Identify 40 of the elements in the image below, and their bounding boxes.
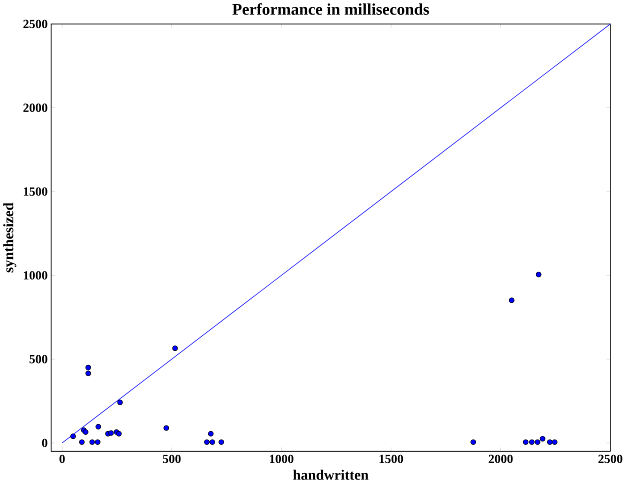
y-tick-label: 0	[42, 438, 48, 448]
point	[108, 430, 114, 436]
point	[164, 425, 170, 431]
point	[470, 439, 476, 445]
point	[85, 364, 92, 370]
x-tick-label: 2500	[598, 454, 622, 464]
x-tick-label: 0	[60, 454, 65, 464]
point	[547, 439, 553, 445]
x-axis-title: handwritten	[293, 470, 368, 480]
point	[210, 439, 216, 445]
point	[529, 439, 535, 445]
point	[116, 430, 122, 436]
point	[85, 370, 92, 376]
point	[117, 400, 123, 406]
point	[96, 424, 102, 430]
point	[534, 439, 540, 445]
x-tick-label: 500	[162, 454, 181, 464]
point	[208, 430, 214, 436]
point	[172, 345, 178, 352]
point	[218, 439, 224, 445]
chart-title: Performance in milliseconds	[232, 3, 430, 15]
y-tick-label: 2500	[23, 20, 48, 28]
point	[70, 433, 76, 440]
y-tick-label: 2000	[23, 104, 48, 112]
point	[552, 439, 558, 445]
x-tick-label: 1000	[270, 454, 294, 464]
point	[79, 439, 85, 445]
point	[508, 298, 514, 304]
point	[536, 272, 542, 278]
point	[94, 439, 100, 445]
y-tick-label: 1500	[24, 187, 48, 196]
point	[89, 439, 95, 445]
point	[540, 436, 546, 442]
y-tick-label: 500	[30, 354, 48, 364]
x-tick-label: 1500	[380, 454, 404, 464]
y-tick-label: 1000	[24, 271, 48, 280]
y-axis-title: synthesized	[3, 202, 16, 272]
x-tick-label: 2000	[488, 454, 513, 464]
point	[204, 439, 210, 445]
point	[522, 439, 528, 445]
